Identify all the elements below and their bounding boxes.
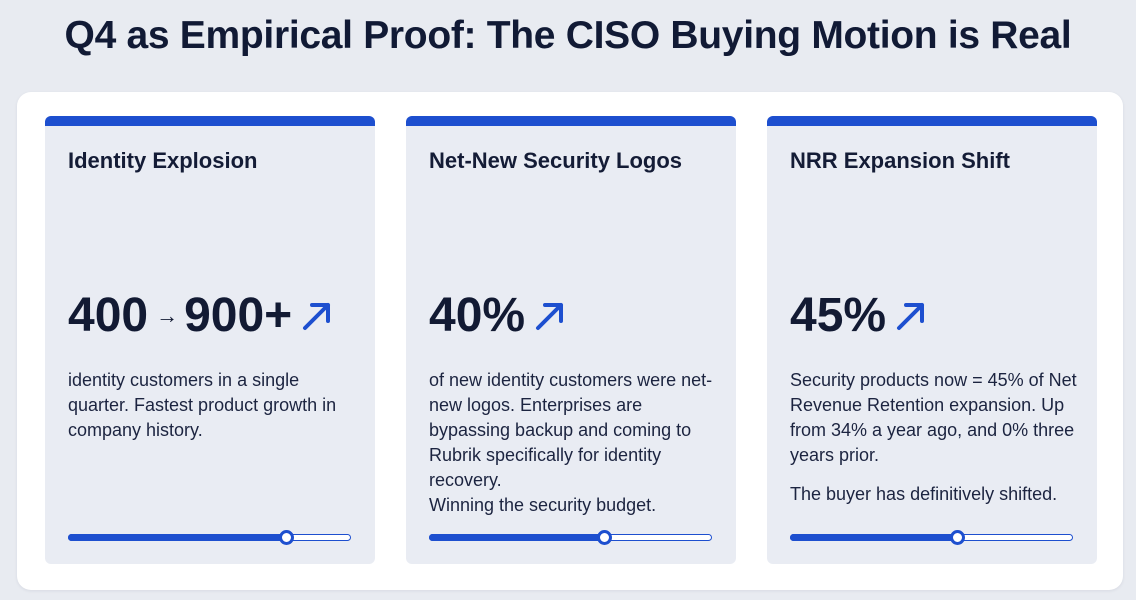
- progress-slider[interactable]: [429, 530, 712, 545]
- metric-value: 40%: [429, 288, 567, 343]
- card-net-new-security-logos: Net-New Security Logos 40% of new identi…: [406, 116, 736, 564]
- description-text: Security products now = 45% of Net Reven…: [790, 370, 1077, 465]
- metric-to: 900+: [184, 289, 293, 342]
- description-text: of new identity customers were net-new l…: [429, 370, 713, 490]
- card-title: Identity Explosion: [68, 148, 258, 173]
- card-description: of new identity customers were net-new l…: [429, 368, 719, 518]
- description-text: identity customers in a single quarter. …: [68, 370, 337, 440]
- metric-value: 45%: [790, 288, 928, 343]
- card-accent-bar: [767, 116, 1097, 126]
- card-title: Net-New Security Logos: [429, 148, 683, 173]
- metric-value: 400 → 900+: [68, 288, 334, 343]
- metric-percent: 40%: [429, 289, 526, 342]
- arrow-up-right-icon: [897, 302, 925, 330]
- card-nrr-expansion-shift: NRR Expansion Shift 45% Security product…: [767, 116, 1097, 564]
- card-accent-bar: [45, 116, 375, 126]
- metric-percent: 45%: [790, 289, 887, 342]
- card-description: Security products now = 45% of Net Reven…: [790, 368, 1080, 507]
- arrow-up-right-icon: [303, 302, 331, 330]
- card-title: NRR Expansion Shift: [790, 148, 1011, 173]
- arrow-up-right-icon: [536, 302, 564, 330]
- metric-from: 400: [68, 289, 149, 342]
- progress-slider[interactable]: [790, 530, 1073, 545]
- card-identity-explosion: Identity Explosion 400 → 900+ identity c…: [45, 116, 375, 564]
- card-description: identity customers in a single quarter. …: [68, 368, 358, 443]
- page-title: Q4 as Empirical Proof: The CISO Buying M…: [64, 14, 1072, 57]
- right-arrow-icon: →: [156, 302, 179, 328]
- description-tagline: Winning the security budget.: [429, 495, 657, 515]
- progress-slider[interactable]: [68, 530, 351, 545]
- card-accent-bar: [406, 116, 736, 126]
- description-tagline: The buyer has definitively shifted.: [790, 484, 1058, 504]
